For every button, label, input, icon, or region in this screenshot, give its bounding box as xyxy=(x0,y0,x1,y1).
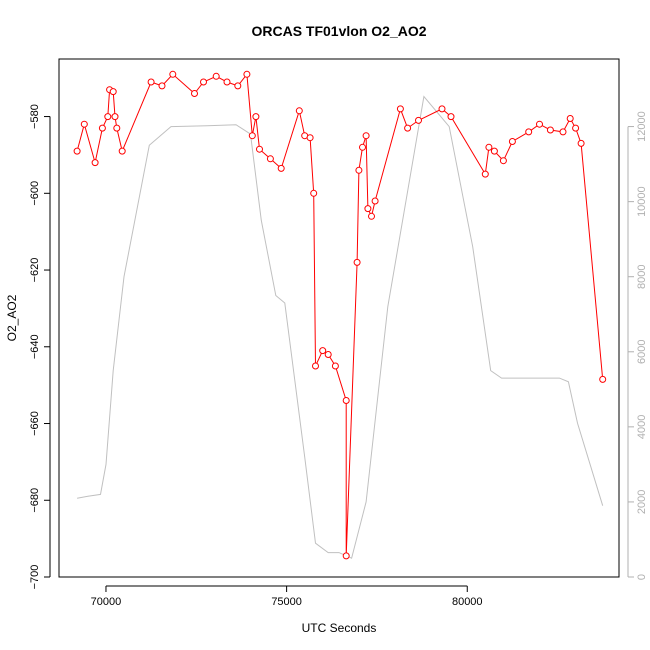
primary-data-point xyxy=(158,82,166,90)
primary-data-point xyxy=(368,212,375,220)
y-tick-label: −660 xyxy=(29,411,41,436)
primary-data-point xyxy=(234,82,242,90)
primary-data-point xyxy=(559,128,567,136)
primary-data-point xyxy=(80,120,88,128)
primary-data-point xyxy=(277,164,285,172)
primary-data-point xyxy=(536,120,543,128)
primary-data-point xyxy=(353,258,361,266)
primary-data-point xyxy=(324,351,332,358)
primary-data-point xyxy=(111,113,119,121)
primary-data-point xyxy=(118,147,126,155)
primary-data-point xyxy=(362,132,370,140)
y2-tick-label: 6000 xyxy=(636,340,648,364)
primary-data-point xyxy=(546,126,554,134)
primary-data-point xyxy=(404,124,412,132)
primary-data-point xyxy=(508,138,516,145)
primary-data-point xyxy=(113,124,121,132)
y2-tick-label: 10000 xyxy=(636,186,648,217)
primary-data-point xyxy=(306,134,314,142)
secondary-series-line xyxy=(77,95,604,559)
primary-data-point xyxy=(104,113,112,121)
primary-data-point xyxy=(499,157,507,165)
y2-tick-label: 4000 xyxy=(636,415,648,439)
x-tick-label: 70000 xyxy=(91,596,122,608)
primary-data-point xyxy=(200,78,207,86)
y2-tick-label: 8000 xyxy=(636,264,648,288)
primary-data-point xyxy=(481,170,489,178)
primary-data-point xyxy=(490,147,498,155)
chart-title: ORCAS TF01vlon O2_AO2 xyxy=(251,23,426,39)
primary-data-point xyxy=(438,105,446,113)
primary-data-point xyxy=(577,139,585,147)
plot-area: 70000 75000 80000−700−680−660−640−620−600−… xyxy=(29,58,648,608)
y2-tick-label: 2000 xyxy=(636,490,648,514)
primary-data-point xyxy=(485,143,493,151)
x-tick-label: 75000 xyxy=(271,596,302,608)
primary-data-point xyxy=(359,143,366,151)
primary-data-point xyxy=(91,159,99,167)
y-tick-label: −680 xyxy=(29,488,41,513)
y-tick-label: −600 xyxy=(29,181,41,206)
primary-data-point xyxy=(212,72,220,80)
primary-data-point xyxy=(312,362,319,370)
primary-series-line xyxy=(76,72,604,556)
primary-data-point xyxy=(73,147,81,155)
primary-data-point xyxy=(248,132,256,140)
primary-data-point xyxy=(342,397,350,404)
primary-data-point xyxy=(169,70,177,78)
primary-data-point xyxy=(256,145,263,153)
primary-data-point xyxy=(415,116,422,124)
primary-data-point xyxy=(566,115,574,122)
primary-data-point xyxy=(310,189,318,197)
primary-data-point xyxy=(525,128,533,136)
primary-data-point xyxy=(331,362,339,370)
primary-data-point xyxy=(243,70,251,78)
primary-data-point xyxy=(252,113,260,121)
y-tick-label: −640 xyxy=(29,334,41,359)
primary-data-point xyxy=(396,105,404,113)
plot-frame xyxy=(58,58,620,578)
primary-data-point xyxy=(98,124,106,132)
y2-tick-label: 12000 xyxy=(636,111,648,142)
primary-data-point xyxy=(319,347,327,355)
primary-data-point xyxy=(342,552,350,560)
primary-data-point xyxy=(572,124,580,132)
primary-data-point xyxy=(355,166,363,174)
y-axis-label: O2_AO2 xyxy=(5,294,19,341)
primary-data-point xyxy=(266,155,274,163)
primary-data-point xyxy=(295,107,303,115)
primary-data-point xyxy=(147,78,155,86)
primary-data-point xyxy=(599,375,607,383)
primary-data-point xyxy=(371,197,379,205)
primary-data-point xyxy=(223,78,231,86)
y-tick-label: −700 xyxy=(29,565,41,590)
primary-data-point xyxy=(447,113,455,121)
primary-data-point xyxy=(109,88,117,96)
y-tick-label: −620 xyxy=(29,258,41,283)
y2-tick-label: 0 xyxy=(636,574,648,580)
x-tick-label: 80000 xyxy=(452,596,483,608)
primary-data-point xyxy=(364,205,372,213)
y-tick-label: −580 xyxy=(29,104,41,129)
x-axis-label: UTC Seconds xyxy=(302,621,377,635)
primary-data-point xyxy=(191,90,198,97)
